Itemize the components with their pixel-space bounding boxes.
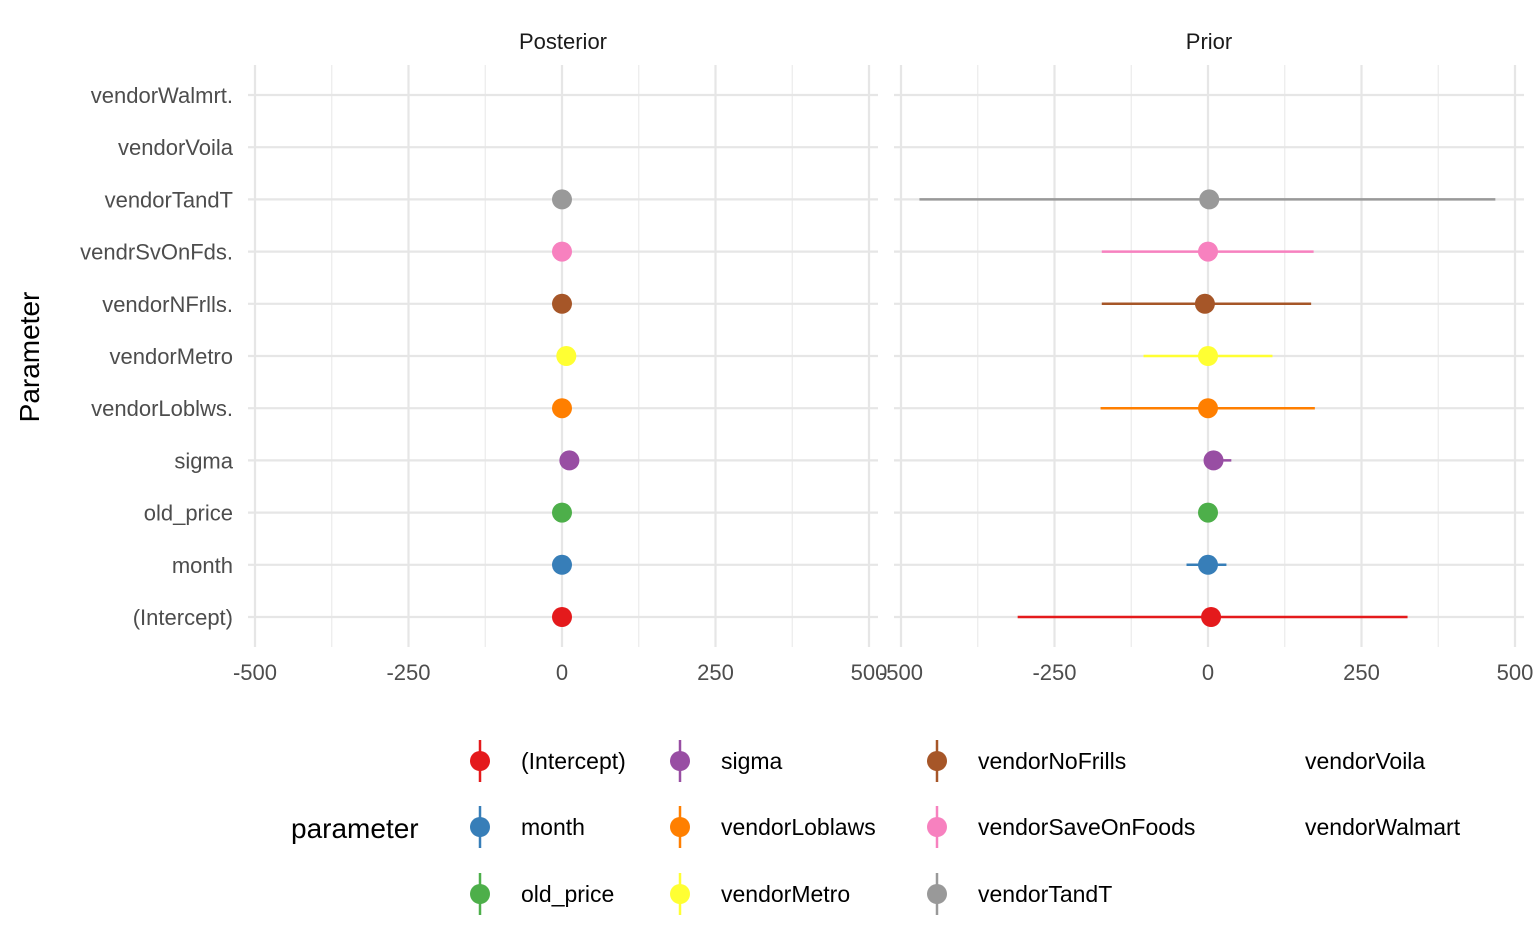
point-estimate <box>556 346 577 366</box>
legend-label: month <box>521 814 585 840</box>
legend-label: old_price <box>521 881 614 907</box>
legend-title: parameter <box>291 813 419 844</box>
point-estimate <box>552 398 572 419</box>
point-estimate <box>1198 502 1218 523</box>
legend-label: vendorTandT <box>978 881 1112 907</box>
legend-key-point <box>927 817 947 837</box>
y-tick-label: sigma <box>174 448 233 473</box>
legend-entry: (Intercept) <box>470 740 626 782</box>
x-tick-label: 250 <box>697 660 734 685</box>
legend-label: sigma <box>721 748 783 774</box>
x-tick-label: 500 <box>851 660 888 685</box>
legend-entry: sigma <box>670 740 783 782</box>
legend-key-point <box>470 884 490 904</box>
legend-entry: old_price <box>470 873 614 915</box>
x-tick-label: 0 <box>556 660 568 685</box>
x-tick-label: -250 <box>1032 660 1076 685</box>
point-estimate <box>1199 189 1220 210</box>
point-estimate <box>552 241 572 262</box>
panel-title: Prior <box>1186 29 1232 54</box>
legend-entry: month <box>470 806 585 848</box>
x-tick-label: 0 <box>1202 660 1214 685</box>
y-axis-title: Parameter <box>14 292 45 423</box>
y-axis: (Intercept) month old_price sigma vendorLobl… <box>80 83 234 630</box>
legend-entry: vendorNoFrills <box>927 740 1126 782</box>
legend-label: vendorSaveOnFoods <box>978 814 1195 840</box>
legend-key-point <box>470 817 490 837</box>
y-tick-label: vendorVoila <box>118 135 234 160</box>
y-tick-label: vendorWalmrt. <box>91 83 233 108</box>
legend-entry: vendorMetro <box>670 873 850 915</box>
point-estimate <box>552 554 572 575</box>
y-tick-label: vendorTandT <box>105 187 233 212</box>
legend-key-point <box>670 817 690 837</box>
legend-key-point <box>670 884 690 904</box>
point-estimate <box>559 450 580 471</box>
legend-entry: vendorSaveOnFoods <box>927 806 1195 848</box>
legend-label: vendorMetro <box>721 881 850 907</box>
y-tick-label: vendrSvOnFds. <box>80 240 233 265</box>
panel-posterior: Posterior -500 -250 0 250 500 <box>233 29 887 685</box>
point-estimate <box>552 607 572 627</box>
x-tick-label: 500 <box>1497 660 1534 685</box>
x-tick-label: -500 <box>233 660 277 685</box>
legend-label: vendorNoFrills <box>978 748 1126 774</box>
legend-label: (Intercept) <box>521 748 626 774</box>
y-tick-label: vendorLoblws. <box>91 396 233 421</box>
y-tick-label: old_price <box>144 501 233 526</box>
legend-key-point <box>470 751 490 771</box>
point-estimate <box>1203 450 1224 471</box>
legend-key-point <box>927 884 947 904</box>
x-tick-label: 250 <box>1343 660 1380 685</box>
legend-label: vendorWalmart <box>1305 814 1461 840</box>
y-tick-label: month <box>172 553 233 578</box>
panels-layer: Posterior -500 -250 0 250 500 Prior -500 -250 0 25… <box>233 29 1533 685</box>
point-estimate <box>1194 293 1215 314</box>
x-tick-label: -500 <box>879 660 923 685</box>
legend-entry: vendorWalmart <box>1305 814 1461 840</box>
legend-label: vendorLoblaws <box>721 814 876 840</box>
point-estimate <box>1198 398 1218 419</box>
y-tick-label: (Intercept) <box>133 605 233 630</box>
panel-prior: Prior -500 -250 0 250 500 <box>879 29 1533 685</box>
legend-key-point <box>670 751 690 771</box>
y-tick-label: vendorMetro <box>109 344 233 369</box>
legend-key-point <box>927 751 947 771</box>
legend-entry: vendorLoblaws <box>670 806 876 848</box>
point-estimate <box>1198 241 1218 262</box>
panel-title: Posterior <box>519 29 607 54</box>
point-estimate <box>1198 346 1218 366</box>
legend-label: vendorVoila <box>1305 748 1425 774</box>
point-estimate <box>1198 554 1218 575</box>
legend: parameter (Intercept) month old_price sigma… <box>291 740 1461 915</box>
legend-entry: vendorVoila <box>1305 748 1425 774</box>
legend-entry: vendorTandT <box>927 873 1112 915</box>
point-estimate <box>552 502 572 523</box>
point-estimate <box>552 189 572 210</box>
point-estimate <box>552 293 572 314</box>
y-tick-label: vendorNFrlls. <box>102 292 233 317</box>
point-estimate <box>1201 607 1222 627</box>
x-tick-label: -250 <box>386 660 430 685</box>
